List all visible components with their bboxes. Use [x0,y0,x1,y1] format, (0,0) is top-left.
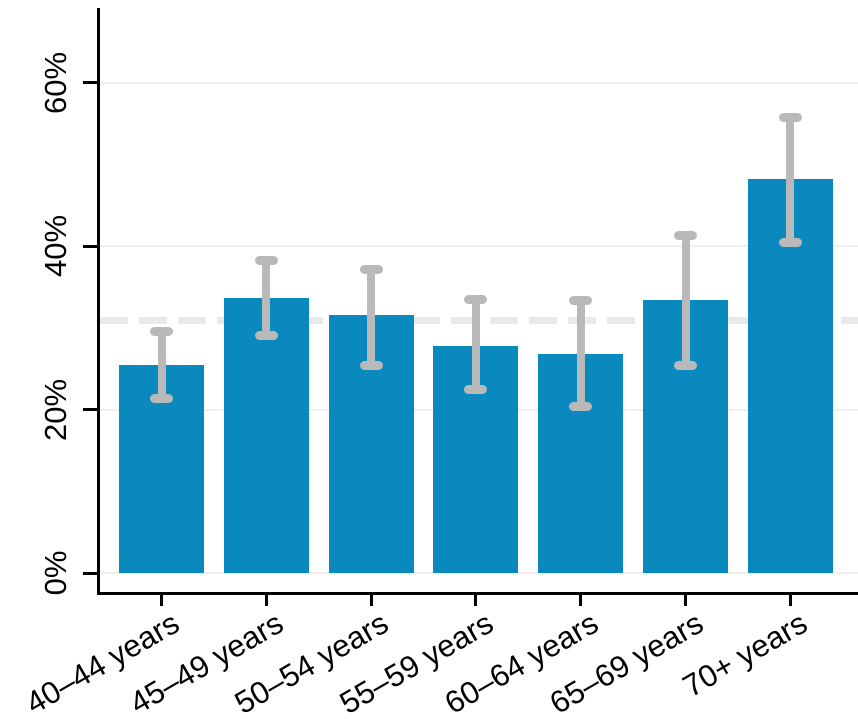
bar-45–49 years [223,297,309,573]
error-bar-stem [471,299,480,390]
error-bar-stem [367,269,376,366]
error-bar-cap-bottom [464,385,488,395]
y-axis-tick-0% [83,571,98,575]
y-axis-line [96,8,100,593]
y-axis-tick-20% [83,408,98,411]
error-bar-cap-top [569,296,593,306]
error-bar-cap-top [254,256,278,266]
x-axis-line [96,591,858,595]
error-bar-cap-top [778,113,802,123]
error-bar-cap-top [674,230,697,240]
y-axis-tick-label: 40% [38,214,73,278]
gridline-0% [99,572,858,574]
error-bar-cap-bottom [674,360,697,370]
error-bar-cap-bottom [569,401,593,411]
y-axis-tick-label: 60% [38,51,73,114]
error-bar-cap-top [150,327,173,337]
error-bar-cap-bottom [254,331,278,341]
y-axis-tick-label: 0% [38,550,73,596]
error-bar-cap-bottom [150,394,173,404]
error-bar-stem [157,331,166,399]
y-axis-tick-label: 20% [38,378,73,441]
x-axis-tick [579,593,583,606]
gridline-40% [99,245,858,247]
error-bar-cap-bottom [778,238,802,248]
error-bar-cap-bottom [359,360,383,370]
error-bar-stem [786,117,795,243]
error-bar-stem [576,300,585,407]
error-bar-cap-top [464,294,488,304]
x-axis-tick [474,593,478,606]
x-axis-tick [788,593,792,606]
x-axis-tick [369,593,373,606]
gridline-60% [99,81,858,84]
error-bar-stem [262,260,271,336]
x-axis-tick [264,593,268,606]
y-axis-tick-40% [83,244,98,248]
x-axis-tick [684,593,687,606]
y-axis-tick-60% [83,81,98,84]
error-bar-stem [681,235,690,366]
x-axis-tick [160,593,163,606]
error-bar-cap-top [359,265,383,275]
